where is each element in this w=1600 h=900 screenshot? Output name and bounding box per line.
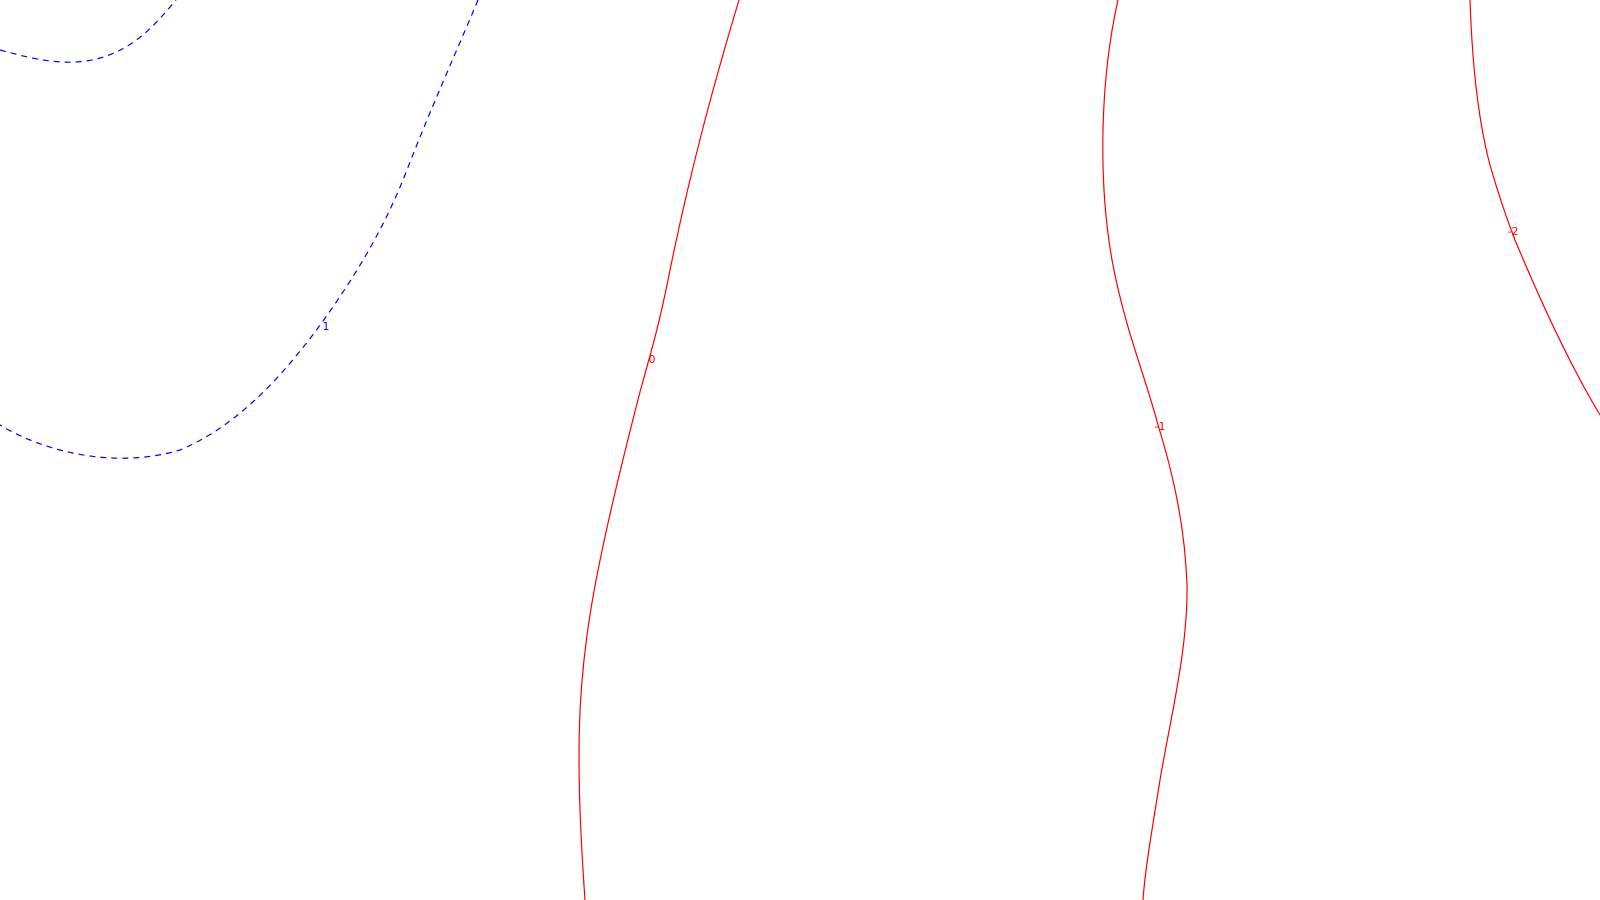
contour-label-1: 1 <box>323 320 330 333</box>
contour-label-0: 0 <box>649 353 656 366</box>
contour-label-minus-2: -2 <box>1508 225 1519 238</box>
contour-label-minus-1: -1 <box>1155 420 1166 433</box>
contour-line-0 <box>578 0 740 900</box>
contour-line-minus-2 <box>1469 0 1600 416</box>
contour-line-1 <box>0 0 479 459</box>
contour-line-outer-positive <box>0 0 177 63</box>
contour-line-minus-1 <box>1102 0 1188 900</box>
